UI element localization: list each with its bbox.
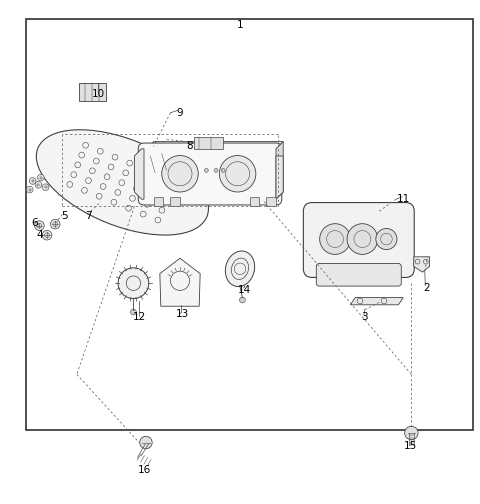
Bar bbox=[79, 83, 106, 101]
Polygon shape bbox=[146, 142, 283, 149]
Text: 9: 9 bbox=[177, 108, 183, 118]
Text: 1: 1 bbox=[237, 21, 243, 30]
Text: 8: 8 bbox=[186, 142, 193, 151]
Bar bbox=[170, 197, 180, 207]
Circle shape bbox=[26, 186, 33, 193]
Text: 3: 3 bbox=[361, 312, 368, 322]
Circle shape bbox=[35, 221, 44, 230]
Bar bbox=[194, 137, 223, 149]
Polygon shape bbox=[276, 142, 283, 199]
Text: 4: 4 bbox=[36, 230, 43, 240]
Bar bbox=[154, 197, 163, 207]
Circle shape bbox=[29, 177, 36, 184]
Circle shape bbox=[42, 184, 49, 191]
FancyBboxPatch shape bbox=[138, 143, 282, 205]
Polygon shape bbox=[139, 151, 178, 175]
Circle shape bbox=[221, 168, 225, 172]
Text: 15: 15 bbox=[404, 442, 417, 452]
Text: 11: 11 bbox=[396, 194, 410, 204]
Text: 12: 12 bbox=[132, 312, 146, 322]
Text: 5: 5 bbox=[61, 211, 68, 221]
Circle shape bbox=[42, 230, 52, 240]
Bar bbox=[250, 197, 259, 207]
FancyBboxPatch shape bbox=[303, 203, 414, 277]
Text: 10: 10 bbox=[92, 89, 105, 99]
Text: 6: 6 bbox=[31, 218, 38, 228]
Polygon shape bbox=[414, 257, 430, 272]
Polygon shape bbox=[276, 156, 283, 199]
Circle shape bbox=[118, 268, 149, 298]
Polygon shape bbox=[350, 297, 403, 305]
Circle shape bbox=[37, 174, 44, 181]
Circle shape bbox=[219, 156, 256, 192]
Circle shape bbox=[214, 168, 218, 172]
Text: 16: 16 bbox=[137, 465, 151, 475]
Circle shape bbox=[162, 156, 198, 192]
Circle shape bbox=[405, 426, 418, 439]
Text: 13: 13 bbox=[176, 309, 189, 320]
Ellipse shape bbox=[36, 130, 208, 235]
Circle shape bbox=[131, 309, 136, 315]
Polygon shape bbox=[134, 149, 144, 199]
Circle shape bbox=[347, 224, 378, 255]
Ellipse shape bbox=[225, 251, 255, 287]
Circle shape bbox=[320, 224, 350, 255]
FancyBboxPatch shape bbox=[316, 264, 401, 286]
Circle shape bbox=[376, 228, 397, 249]
Polygon shape bbox=[160, 258, 200, 306]
Circle shape bbox=[240, 297, 245, 303]
Circle shape bbox=[140, 436, 152, 449]
Text: 7: 7 bbox=[85, 211, 92, 221]
Text: 2: 2 bbox=[423, 283, 430, 293]
Bar bbox=[266, 197, 276, 207]
Text: 14: 14 bbox=[238, 285, 252, 295]
Circle shape bbox=[204, 168, 208, 172]
Circle shape bbox=[35, 181, 42, 188]
Circle shape bbox=[50, 219, 60, 229]
Bar bbox=[26, 19, 473, 429]
